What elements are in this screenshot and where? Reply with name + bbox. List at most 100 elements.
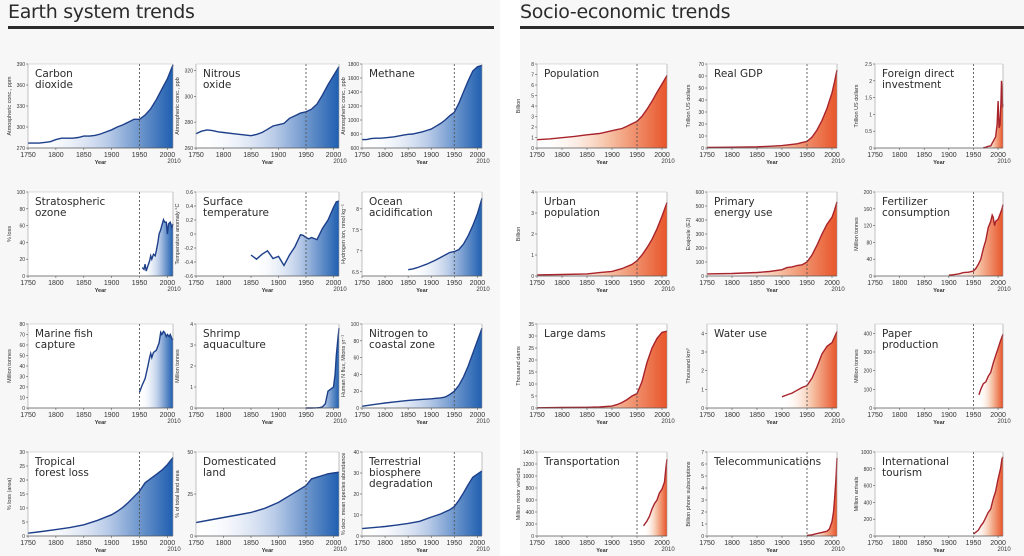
area-fill (537, 75, 667, 148)
area-fill (196, 66, 339, 148)
y-tick-label: 100 (696, 260, 705, 266)
y-axis-label: Million arrivals (854, 476, 860, 511)
y-tick-label: 5 (531, 394, 534, 400)
y-axis-label: Hydrogen ion, nmol kg⁻¹ (341, 204, 347, 264)
y-tick-label: 300 (864, 350, 873, 356)
y-tick-label: 160 (864, 207, 873, 213)
x-tick-label: 1850 (400, 280, 416, 287)
x-tick-label: 1750 (529, 280, 545, 287)
x-tick-label: 1750 (20, 280, 36, 287)
x-tick-label: 1850 (916, 152, 932, 159)
area-fill (196, 472, 339, 536)
x-tick-label-2010: 2010 (476, 159, 490, 165)
y-tick-label: 10 (19, 506, 25, 512)
y-tick-label: 4 (701, 486, 704, 492)
y-tick-label: 40 (19, 364, 25, 370)
x-tick-label: 1750 (699, 152, 715, 159)
y-tick-label: 1400 (348, 90, 359, 96)
y-tick-label: 600 (864, 484, 873, 490)
x-tick-label: 1750 (20, 152, 36, 159)
x-tick-label: 1750 (188, 412, 204, 419)
y-axis-label: Billion phone subscriptions (686, 461, 692, 526)
y-tick-label: 20 (19, 385, 25, 391)
x-tick-label: 1750 (699, 412, 715, 419)
chart-title-line: tourism (882, 467, 922, 479)
x-tick-label: 1800 (724, 540, 740, 547)
y-tick-label: 0 (531, 274, 534, 280)
y-tick-label: 400 (864, 331, 873, 337)
x-axis-label: Year (933, 288, 945, 294)
x-tick-label: 1850 (76, 540, 92, 547)
chart-title-line: Population (544, 68, 599, 80)
y-tick-label: 600 (696, 190, 705, 196)
chart-title-line: temperature (203, 207, 269, 219)
x-tick-label: 2000 (160, 280, 176, 287)
chart-title-line: consumption (882, 207, 950, 219)
y-tick-label: 1000 (523, 474, 534, 480)
area-fill (782, 331, 837, 408)
y-tick-label: 25 (187, 492, 193, 498)
chart-title-line: Methane (369, 68, 415, 80)
series-line (361, 327, 483, 407)
plot-area (537, 452, 667, 536)
x-tick-label-2010: 2010 (831, 287, 845, 293)
x-tick-label: 1750 (699, 540, 715, 547)
x-tick-label-2010: 2010 (333, 287, 347, 293)
y-tick-label: 200 (696, 246, 705, 252)
x-tick-label: 1950 (629, 152, 645, 159)
x-tick-label: 1950 (799, 280, 815, 287)
y-axis-label: Billion (516, 227, 522, 242)
x-tick-label: 1850 (243, 412, 259, 419)
x-axis-label: Year (416, 548, 428, 554)
y-axis-label: % decr. mean species abundance (341, 453, 347, 536)
x-tick-label: 1750 (529, 152, 545, 159)
x-tick-label: 1750 (20, 412, 36, 419)
chart-title-line: forest loss (35, 467, 89, 479)
x-tick-label-2010: 2010 (661, 159, 675, 165)
y-tick-label: 200 (864, 190, 873, 196)
y-tick-label: 40 (19, 240, 25, 246)
chart-title-line: Domesticated (203, 456, 276, 468)
y-tick-label: 3 (531, 211, 534, 217)
y-tick-label: 40 (866, 257, 872, 263)
y-tick-label: 0 (190, 406, 193, 412)
series-line (141, 217, 174, 272)
area-fill (28, 64, 173, 148)
x-tick-label: 2000 (990, 540, 1006, 547)
y-tick-label: 800 (351, 132, 360, 138)
x-tick-label: 1950 (132, 540, 148, 547)
y-axis-label: Exajoule (EJ) (686, 217, 692, 250)
y-tick-label: 0 (701, 406, 704, 412)
y-tick-label: 30 (19, 375, 25, 381)
series-line (361, 470, 483, 530)
y-tick-label: 1 (701, 522, 704, 528)
y-axis-label: % of total land area (175, 469, 181, 517)
y-tick-label: 0 (869, 406, 872, 412)
x-tick-label: 1950 (298, 280, 314, 287)
x-tick-label-2010: 2010 (333, 419, 347, 425)
y-axis-label: Atmospheric conc., ppb (175, 77, 181, 134)
y-tick-label: 2 (701, 510, 704, 516)
x-tick-label-2010: 2010 (167, 287, 181, 293)
x-axis-label: Year (262, 548, 274, 554)
x-tick-label: 1950 (629, 540, 645, 547)
y-tick-label: 4 (190, 322, 193, 328)
x-tick-label: 1850 (749, 540, 765, 547)
y-tick-label: 15 (19, 492, 25, 498)
x-tick-label: 1750 (867, 152, 883, 159)
y-tick-label: 0 (701, 274, 704, 280)
chart-title-line: Shrimp (203, 328, 241, 340)
x-axis-label: Year (95, 288, 107, 294)
x-tick-label: 2000 (470, 280, 486, 287)
series-line (27, 457, 174, 534)
y-tick-label: 5 (22, 520, 25, 526)
x-tick-label: 1850 (243, 280, 259, 287)
y-tick-label: 0 (22, 534, 25, 540)
y-tick-label: 1800 (348, 62, 359, 68)
earth-system-rule (8, 26, 494, 29)
